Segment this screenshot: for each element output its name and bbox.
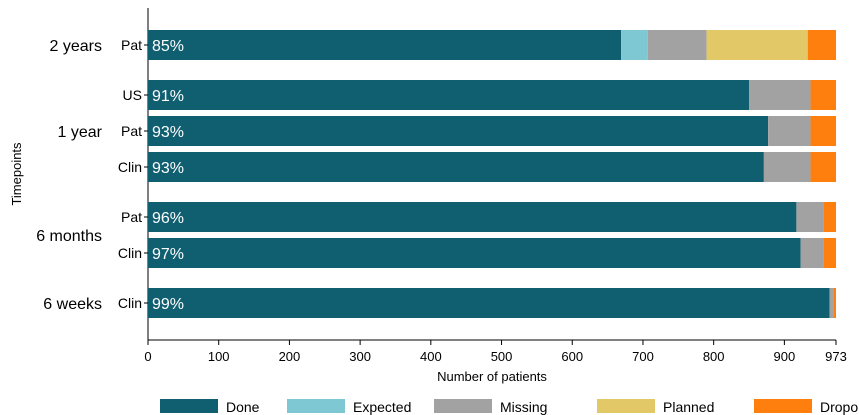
bar-label: Clin (118, 159, 142, 175)
legend-label-expected: Expected (353, 399, 411, 415)
x-tick-label: 200 (279, 349, 301, 364)
legend-label-done: Done (226, 399, 260, 415)
bar-segment-dropout (833, 288, 836, 318)
bar-label: US (123, 87, 142, 103)
bar-segment-dropout (810, 152, 836, 182)
bar-segment-missing (768, 116, 811, 146)
bar-label: Pat (121, 37, 142, 53)
x-tick-label: 100 (208, 349, 230, 364)
legend-label-missing: Missing (500, 399, 547, 415)
timepoint-label: 1 year (58, 124, 103, 141)
bar-percent-label: 97% (152, 246, 184, 263)
bar-segment-missing (829, 288, 834, 318)
bar-segment-dropout (823, 238, 836, 268)
x-tick-label: 400 (420, 349, 442, 364)
legend-label-planned: Planned (663, 399, 714, 415)
bar-percent-label: 93% (152, 160, 184, 177)
bar-segment-done (148, 288, 830, 318)
legend-swatch-expected (287, 399, 345, 413)
x-tick-label: 600 (561, 349, 583, 364)
timepoint-label: 6 months (36, 228, 102, 245)
bar-segment-missing (749, 80, 811, 110)
legend-label-dropout: Dropout (820, 399, 859, 415)
legend-swatch-planned (597, 399, 655, 413)
bar-segment-planned (706, 30, 808, 60)
bar-segment-missing (800, 238, 824, 268)
bar-segment-done (148, 30, 622, 60)
y-axis-title: Timepoints (9, 142, 24, 206)
bar-segment-expected (621, 30, 648, 60)
x-tick-label: 700 (632, 349, 654, 364)
legend-swatch-dropout (754, 399, 812, 413)
x-tick-label: 900 (774, 349, 796, 364)
bar-label: Clin (118, 245, 142, 261)
bar-percent-label: 96% (152, 210, 184, 227)
x-tick-label: 800 (703, 349, 725, 364)
bar-percent-label: 85% (152, 38, 184, 55)
legend-swatch-done (160, 399, 218, 413)
x-axis-title: Number of patients (437, 369, 547, 384)
bar-percent-label: 99% (152, 296, 184, 313)
bar-percent-label: 93% (152, 124, 184, 141)
bar-label: Pat (121, 209, 142, 225)
x-tick-label: 300 (349, 349, 371, 364)
bar-segment-done (148, 152, 764, 182)
bar-segment-done (148, 238, 801, 268)
x-tick-label: 500 (491, 349, 513, 364)
bar-segment-dropout (807, 30, 836, 60)
bar-segment-dropout (810, 116, 836, 146)
bar-segment-missing (647, 30, 707, 60)
bar-segment-missing (796, 202, 824, 232)
bar-percent-label: 91% (152, 88, 184, 105)
bar-segment-missing (763, 152, 811, 182)
bar-segment-dropout (823, 202, 836, 232)
x-tick-label: 973 (825, 349, 847, 364)
bar-segment-done (148, 202, 797, 232)
timepoint-label: 6 weeks (43, 296, 102, 313)
bar-label: Pat (121, 123, 142, 139)
bar-segment-done (148, 116, 769, 146)
x-tick-label: 0 (144, 349, 151, 364)
timepoint-label: 2 years (50, 38, 102, 55)
bar-segment-dropout (810, 80, 836, 110)
legend-swatch-missing (434, 399, 492, 413)
bar-label: Clin (118, 295, 142, 311)
bar-segment-done (148, 80, 750, 110)
